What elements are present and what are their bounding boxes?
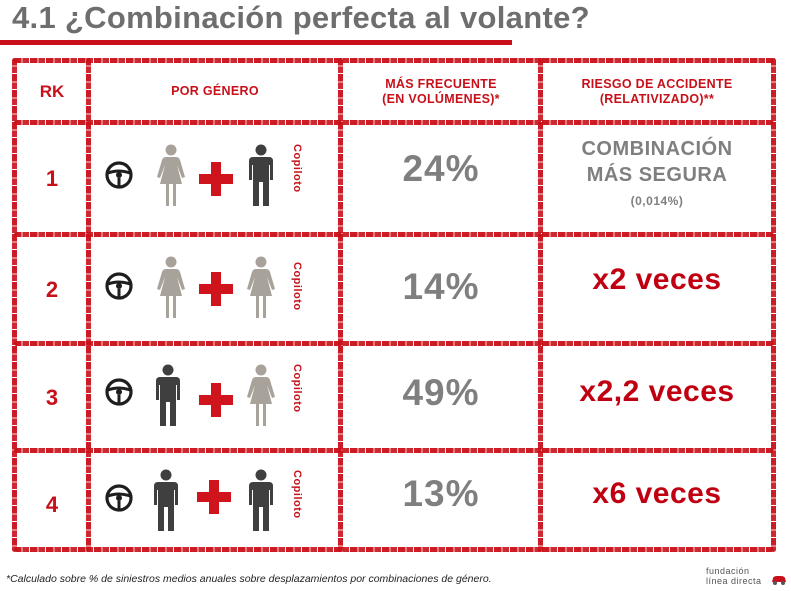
frequency-percent: 49% [402, 372, 480, 413]
rank-cell: 2 [45, 276, 59, 302]
risk-value: x2 veces [592, 263, 722, 296]
risk-value: x6 veces [592, 477, 722, 510]
male-person-icon [248, 469, 274, 533]
plus-icon [198, 382, 234, 418]
male-person-icon [248, 144, 274, 208]
risk-safe-line1: COMBINACIÓN [581, 138, 733, 160]
rank-cell: 4 [45, 492, 59, 517]
title-underline [0, 40, 512, 45]
male-person-icon [153, 469, 179, 533]
grid-line [14, 232, 774, 237]
grid-line [14, 120, 774, 125]
steering-wheel-icon [104, 377, 134, 407]
steering-wheel-icon [104, 160, 134, 190]
frequency-percent: 14% [402, 266, 480, 307]
risk-cell: COMBINACIÓN MÁS SEGURA (0,014%) [544, 136, 770, 232]
frequency-percent: 24% [402, 148, 480, 189]
male-person-icon [155, 364, 181, 428]
grid-line [771, 58, 776, 552]
plus-icon [198, 161, 234, 197]
fundacion-logo: fundación línea directa [706, 566, 788, 590]
car-logo-icon [772, 576, 786, 585]
female-person-icon [156, 144, 186, 208]
grid-line [86, 58, 91, 552]
header-frequency: MÁS FRECUENTE (EN VOLÚMENES)* [344, 64, 538, 120]
grid-line [338, 58, 343, 552]
plus-icon [198, 271, 234, 307]
logo-line2: línea directa [706, 576, 762, 586]
copilot-label: Copiloto [291, 144, 303, 193]
footnote: *Calculado sobre % de siniestros medios … [6, 573, 492, 585]
header-frequency-line1: MÁS FRECUENTE [385, 77, 497, 91]
copilot-label: Copiloto [291, 262, 303, 311]
header-gender: POR GÉNERO [171, 84, 259, 98]
steering-wheel-icon [104, 483, 134, 513]
page-title: 4.1 ¿Combinación perfecta al volante? [12, 0, 590, 35]
header-risk: RIESGO DE ACCIDENTE (RELATIVIZADO)** [544, 64, 770, 120]
grid-line [538, 58, 543, 552]
logo-line1: fundación [706, 566, 750, 576]
grid-line [14, 448, 774, 453]
rank-cell: 3 [45, 384, 59, 410]
risk-safe-line2: MÁS SEGURA [586, 164, 728, 186]
plus-icon [196, 479, 232, 515]
grid-line [14, 547, 774, 552]
steering-wheel-icon [104, 271, 134, 301]
frequency-percent: 13% [402, 473, 480, 514]
rank-cell: 1 [45, 166, 59, 191]
female-person-icon [246, 256, 276, 320]
header-risk-line1: RIESGO DE ACCIDENTE [581, 77, 733, 91]
female-person-icon [156, 256, 186, 320]
grid-line [14, 58, 774, 63]
grid-line [12, 58, 17, 552]
grid-line [14, 341, 774, 346]
copilot-label: Copiloto [291, 470, 303, 519]
female-person-icon [246, 364, 276, 428]
header-rk: RK [39, 82, 65, 101]
risk-value: x2,2 veces [579, 375, 735, 408]
header-frequency-line2: (EN VOLÚMENES)* [382, 92, 500, 106]
header-risk-line2: (RELATIVIZADO)** [599, 92, 715, 106]
copilot-label: Copiloto [291, 364, 303, 413]
risk-safe-value: (0,014%) [630, 194, 684, 208]
